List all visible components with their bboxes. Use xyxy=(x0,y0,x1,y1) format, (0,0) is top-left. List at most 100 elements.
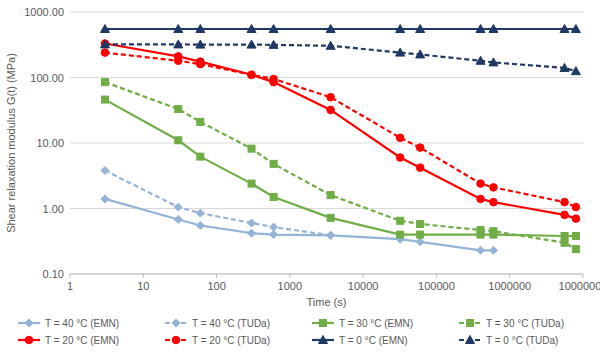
series-marker xyxy=(101,195,109,203)
legend: T = 40 °C (EMN) T = 40 °C (TUDa) T = 30 °C… xyxy=(18,318,564,346)
series-marker xyxy=(397,231,404,238)
series-marker xyxy=(196,209,204,217)
series-marker xyxy=(397,217,404,224)
legend-label: T = 40 °C (TUDa) xyxy=(192,318,270,329)
series-marker xyxy=(174,203,182,211)
series-marker xyxy=(571,67,580,75)
x-tick-label: 10 xyxy=(137,280,149,292)
legend-label: T = 30 °C (TUDa) xyxy=(486,318,564,329)
series-marker xyxy=(327,231,335,239)
series-marker xyxy=(248,145,255,152)
series-marker xyxy=(416,238,424,246)
series-marker xyxy=(101,167,109,175)
series-marker xyxy=(561,233,568,240)
series-marker xyxy=(477,246,485,254)
series-marker xyxy=(100,25,109,33)
series-marker xyxy=(269,25,278,33)
series-marker xyxy=(490,198,498,206)
series-line xyxy=(105,171,331,236)
legend-marker xyxy=(172,336,180,344)
series-marker xyxy=(327,231,335,239)
series-marker xyxy=(572,215,580,223)
x-tick-mark xyxy=(436,274,437,278)
series-marker xyxy=(101,96,108,103)
series-marker xyxy=(489,25,498,33)
y-tick-label: 1000.00 xyxy=(24,6,64,18)
series-line xyxy=(105,100,576,236)
series-marker xyxy=(100,40,109,48)
series-marker xyxy=(561,198,569,206)
x-axis-line xyxy=(70,274,583,275)
legend-label: T = 40 °C (EMN) xyxy=(45,318,119,329)
series-marker xyxy=(572,233,579,240)
series-marker xyxy=(560,63,569,71)
series-marker xyxy=(247,25,256,33)
x-tick-label: 1000000 xyxy=(488,280,531,292)
series-marker xyxy=(417,220,424,227)
series-marker xyxy=(572,246,579,253)
series-marker xyxy=(196,25,205,33)
series-marker xyxy=(196,222,204,230)
series-marker xyxy=(326,41,335,49)
legend-label: T = 30 °C (EMN) xyxy=(339,318,413,329)
series-marker xyxy=(197,118,204,125)
y-grid-line xyxy=(70,12,583,13)
series-line xyxy=(105,82,576,249)
series-marker xyxy=(174,40,183,48)
legend-marker xyxy=(467,320,474,327)
series-marker xyxy=(197,153,204,160)
series-marker xyxy=(416,164,424,172)
series-marker xyxy=(327,214,334,221)
series-marker xyxy=(477,226,484,233)
series-marker xyxy=(476,25,485,33)
legend-marker xyxy=(25,319,33,327)
series-marker xyxy=(561,239,568,246)
legend-marker xyxy=(319,336,328,344)
y-tick-label: 100.00 xyxy=(30,72,64,84)
series-marker xyxy=(248,71,256,79)
legend-label: T = 20 °C (TUDa) xyxy=(192,335,270,346)
series-marker xyxy=(396,134,404,142)
series-marker xyxy=(174,215,182,223)
y-tick-label: 0.10 xyxy=(43,268,64,280)
series-marker xyxy=(270,193,277,200)
legend-label: T = 0 °C (TUDa) xyxy=(486,335,558,346)
x-tick-label: 1000 xyxy=(278,280,302,292)
x-tick-mark xyxy=(143,274,144,278)
x-tick-mark xyxy=(289,274,290,278)
series-marker xyxy=(174,25,183,33)
legend-marker xyxy=(25,336,33,344)
series-marker xyxy=(327,106,335,114)
series-line xyxy=(105,44,576,71)
series-marker xyxy=(248,229,256,237)
series-marker xyxy=(270,223,278,231)
chart-svg: 0.101.0010.00100.001000.0011010010001000… xyxy=(0,0,600,352)
y-grid-line xyxy=(70,77,583,78)
chart-container: 0.101.0010.00100.001000.0011010010001000… xyxy=(0,0,600,352)
series-marker xyxy=(326,25,335,33)
series-marker xyxy=(175,137,182,144)
x-tick-label: 100 xyxy=(207,280,225,292)
series-marker xyxy=(247,40,256,48)
series-marker xyxy=(416,144,424,152)
series-marker xyxy=(197,60,205,68)
series-line xyxy=(105,44,576,219)
series-marker xyxy=(417,231,424,238)
series-marker xyxy=(477,180,485,188)
y-grid-line xyxy=(70,274,583,275)
x-tick-label: 10000000 xyxy=(559,280,600,292)
series-marker xyxy=(416,50,425,58)
y-grid-line xyxy=(70,208,583,209)
series-marker xyxy=(196,40,205,48)
series-marker xyxy=(489,58,498,66)
background xyxy=(0,0,600,352)
x-tick-label: 1 xyxy=(67,280,73,292)
legend-marker xyxy=(172,319,180,327)
y-axis-title: Shear relaxation modulus G(t) (MPa) xyxy=(5,53,17,233)
series-marker xyxy=(248,219,256,227)
series-marker xyxy=(572,203,580,211)
series-marker xyxy=(175,106,182,113)
legend-label: T = 20 °C (EMN) xyxy=(45,335,119,346)
series-marker xyxy=(561,211,569,219)
series-marker xyxy=(416,25,425,33)
